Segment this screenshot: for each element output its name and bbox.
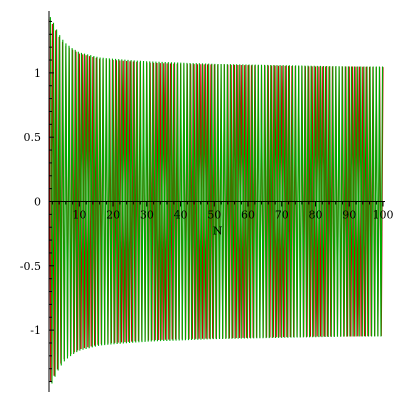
series-layer: [48, 17, 384, 384]
x-tick-label: 80: [309, 209, 323, 222]
x-axis-title: N: [213, 225, 223, 238]
x-tick-label: 10: [72, 209, 86, 222]
axes-layer: -1 -0.5 0 0.5 1 10 20 30 40 50 60 70 80 90 100: [20, 11, 394, 392]
x-tick-label: 90: [342, 209, 356, 222]
y-tick-label: 0: [34, 196, 41, 209]
y-tick-label: -0.5: [20, 260, 41, 273]
x-tick-label: 20: [106, 209, 120, 222]
y-tick-label: -1: [30, 324, 41, 337]
y-tick-label: 0.5: [24, 131, 42, 144]
series-line-2: [49, 17, 384, 384]
x-tick-label: 70: [275, 209, 289, 222]
x-tick-label: 100: [373, 209, 394, 222]
x-tick-label: 60: [241, 209, 255, 222]
x-tick-label: 50: [207, 209, 221, 222]
x-tick-label: 40: [174, 209, 188, 222]
y-tick-label: 1: [34, 67, 41, 80]
x-tick-label: 30: [140, 209, 154, 222]
